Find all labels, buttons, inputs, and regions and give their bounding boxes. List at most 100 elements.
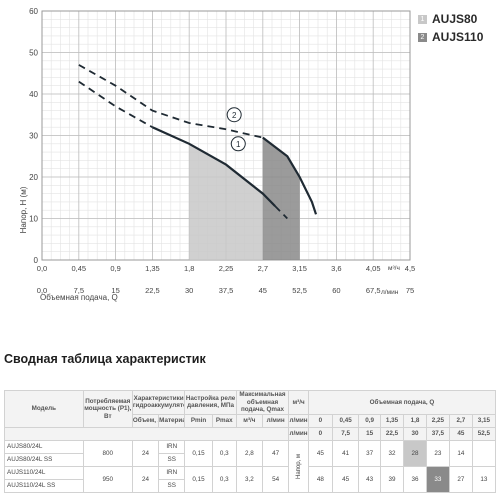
material-value: IRN xyxy=(158,439,186,454)
curve-marker-label-2: 2 xyxy=(232,111,237,120)
hdr-flow-m3h-4: 1,8 xyxy=(403,413,427,428)
hdr-flow-m3h-7: 3,15 xyxy=(471,413,497,428)
hdr-flow-lmin-2: 15 xyxy=(358,426,382,441)
qmax-lmin-value: 47 xyxy=(261,439,290,467)
hdr-flow-lmin-3: 22,5 xyxy=(380,426,404,441)
head-value: 27 xyxy=(448,465,473,493)
x-tick-label-lmin: 75 xyxy=(406,286,414,295)
head-value: 48 xyxy=(307,465,333,493)
series-2-dashed-line xyxy=(78,64,263,139)
head-value: 43 xyxy=(358,465,382,493)
curve-marker-2 xyxy=(226,107,242,123)
pmin-value: 0,15 xyxy=(184,439,213,467)
legend-label-1: AUJS80 xyxy=(432,12,478,26)
head-value: 36 xyxy=(403,465,427,493)
hdr-qmax-lmin: л/мин xyxy=(261,413,290,428)
x-tick-label-lmin: 37,5 xyxy=(219,286,234,295)
hdr-flow-lmin-5: 37,5 xyxy=(425,426,450,441)
hdr-flow-lmin-7: 52,5 xyxy=(471,426,497,441)
table-row: AUJS110/24L SS SS xyxy=(4,478,496,493)
head-value: 14 xyxy=(448,439,473,467)
y-tick-label: 40 xyxy=(29,90,38,99)
series-1-tail-dashed-line xyxy=(274,205,288,220)
hdr-flow-m3h-2: 0,9 xyxy=(358,413,382,428)
series-1-dashed-line xyxy=(78,80,153,128)
x-tick-label-lmin: 45 xyxy=(259,286,267,295)
x-tick-label-lmin: 7,5 xyxy=(74,286,84,295)
hdr-flow-unit-lmin-2: л/мин xyxy=(288,426,309,441)
material-value: SS xyxy=(158,478,186,493)
hdr-flow: Объемная подача, Q xyxy=(307,390,497,415)
hdr-qmax-m3h: м³/ч xyxy=(235,413,264,428)
working-range-shading xyxy=(189,137,300,260)
x-tick-label-m3h: 2,25 xyxy=(219,264,234,273)
hdr-volume: Объем, л xyxy=(131,413,160,428)
x-tick-label-lmin: 22,5 xyxy=(145,286,160,295)
hdr-pmin: Pmin xyxy=(184,413,213,428)
pmax-value: 0,3 xyxy=(211,439,237,467)
qmax-m3h-value: 2,8 xyxy=(235,439,264,467)
qmax-m3h-value: 3,2 xyxy=(235,465,264,493)
pmin-value: 0,15 xyxy=(184,465,213,493)
power-value: 950 xyxy=(82,465,133,493)
head-value: 45 xyxy=(307,439,333,467)
x-tick-label-lmin: 30 xyxy=(185,286,193,295)
x-tick-label-lmin: 52,5 xyxy=(292,286,307,295)
table-header-row-1: Модель Потребляемая мощность (P1), Вт Ха… xyxy=(4,390,497,428)
legend-item-1: 1 AUJS80 xyxy=(418,10,483,28)
hdr-accumulator: Характеристики гидроаккумулятора xyxy=(131,390,186,415)
x-tick-label-m3h: 3,15 xyxy=(292,264,307,273)
head-label: Напор, м xyxy=(288,440,309,492)
y-tick-label: 20 xyxy=(29,173,38,182)
hdr-pmax: Pmax xyxy=(211,413,237,428)
hdr-flow-lmin-4: 30 xyxy=(403,426,427,441)
pmax-value: 0,3 xyxy=(211,465,237,493)
head-value: 41 xyxy=(331,439,360,467)
y-tick-label: 10 xyxy=(29,215,38,224)
material-value: IRN xyxy=(158,465,186,480)
series-1-solid-line xyxy=(151,126,276,207)
specifications-table: Модель Потребляемая мощность (P1), Вт Ха… xyxy=(3,390,497,493)
model-name: AUJS80/24L xyxy=(4,439,84,454)
series-2-solid-line xyxy=(262,136,318,215)
hdr-flow-m3h-0: 0 xyxy=(307,413,333,428)
curve-marker-label-1: 1 xyxy=(236,140,241,149)
x-tick-label-m3h: 0,9 xyxy=(110,264,120,273)
hdr-flow-lmin-6: 45 xyxy=(448,426,473,441)
legend-item-2: 2 AUJS110 xyxy=(418,28,483,46)
table-row: AUJS80/24L 800 24 IRN 0,15 0,3 2,8 47 На… xyxy=(4,439,497,492)
hdr-flow-unit-lmin: л/мин xyxy=(288,413,309,428)
chart-legend: 1 AUJS80 2 AUJS110 xyxy=(418,10,483,46)
table-header-row-3: л/мин 0 7,5 15 22,5 30 37,5 45 52,5 xyxy=(3,426,497,441)
performance-curves xyxy=(78,64,318,220)
head-value: 39 xyxy=(380,465,404,493)
x-tick-label-m3h: 1,35 xyxy=(145,264,160,273)
material-value: SS xyxy=(158,452,186,467)
head-value: 45 xyxy=(331,465,360,493)
hdr-flow-lmin-1: 7,5 xyxy=(331,426,360,441)
hdr-flow-m3h-1: 0,45 xyxy=(331,413,360,428)
curve-labels: 12 xyxy=(226,107,246,152)
qmax-lmin-value: 54 xyxy=(261,465,290,493)
axis-tick-labels: 0 10 20 30 40 50 60 0,0 0,45 0,9 1,35 1,8 2,25 2,7 3,1… xyxy=(29,7,415,295)
x-tick-label-m3h: 2,7 xyxy=(258,264,268,273)
head-value: 37 xyxy=(358,439,382,467)
x-tick-label-lmin: 60 xyxy=(332,286,340,295)
hdr-spacer xyxy=(3,426,290,441)
x-tick-label-lmin: 0,0 xyxy=(37,286,47,295)
y-tick-label: 30 xyxy=(29,132,38,141)
model-name: AUJS80/24L SS xyxy=(4,452,84,467)
head-value: 33 xyxy=(425,465,450,493)
hdr-flow-lmin-0: 0 xyxy=(307,426,333,441)
x-unit-top: м³/ч xyxy=(388,265,400,272)
x-tick-label-m3h: 1,8 xyxy=(184,264,194,273)
x-tick-label-lmin: 67,5 xyxy=(366,286,381,295)
x-tick-label-m3h: 0,0 xyxy=(37,264,47,273)
head-value: 13 xyxy=(471,465,497,493)
volume-value: 24 xyxy=(131,465,160,493)
table-row: AUJS110/24L 950 24 IRN 0,15 0,3 3,2 54 4… xyxy=(4,465,497,493)
legend-swatch-2: 2 xyxy=(418,32,427,42)
x-axis-label: Объемная подача, Q xyxy=(40,293,118,302)
y-tick-label: 0 xyxy=(34,256,39,265)
x-tick-label-m3h: 0,45 xyxy=(71,264,86,273)
